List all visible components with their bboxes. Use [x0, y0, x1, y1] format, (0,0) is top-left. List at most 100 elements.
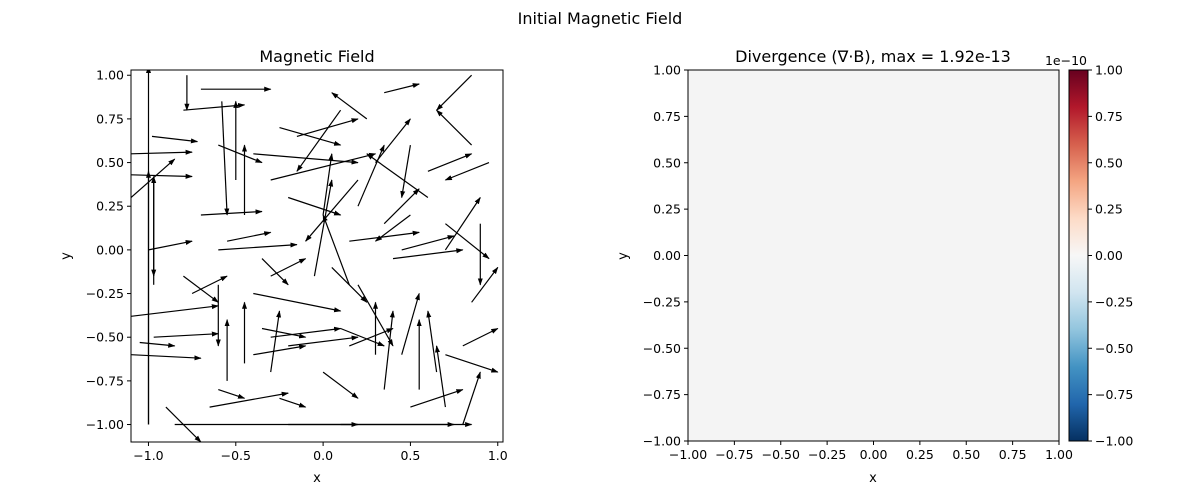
- divergence-title: Divergence (∇·B), max = 1.92e-13: [735, 47, 1011, 66]
- field-arrow: [279, 397, 307, 408]
- divergence-ylabel: y: [616, 252, 631, 260]
- field-arrow: [131, 354, 202, 361]
- field-arrow: [209, 391, 289, 408]
- field-arrow: [261, 327, 307, 339]
- field-arrow: [471, 266, 499, 303]
- x-tick-label: −1.00: [669, 447, 707, 462]
- field-arrow: [165, 406, 202, 442]
- x-tick-label: 0.75: [999, 447, 1027, 462]
- quiver-title: Magnetic Field: [259, 47, 374, 66]
- y-tick-label: 0.75: [653, 109, 681, 124]
- field-arrow: [139, 341, 176, 348]
- field-arrow: [357, 284, 394, 347]
- x-tick-label: 1.00: [1045, 447, 1073, 462]
- field-arrow: [383, 310, 395, 390]
- field-arrow: [445, 223, 490, 260]
- field-arrow: [410, 389, 464, 408]
- field-arrow: [444, 196, 481, 251]
- field-arrow: [435, 345, 446, 408]
- field-arrow: [191, 275, 228, 295]
- field-arrow: [131, 158, 176, 198]
- y-tick-label: 0.50: [653, 155, 681, 170]
- x-tick-label: −0.50: [762, 447, 800, 462]
- colorbar-tick-label: −1.00: [1095, 434, 1133, 449]
- colorbar-tick-label: 0.25: [1095, 202, 1123, 217]
- x-tick-label: −0.5: [221, 448, 251, 463]
- colorbar-multiplier: 1e−10: [1045, 53, 1087, 68]
- field-arrow: [445, 354, 499, 373]
- field-arrow: [340, 327, 385, 347]
- y-tick-label: −0.75: [643, 387, 681, 402]
- field-arrow: [331, 92, 368, 120]
- field-arrow: [218, 389, 246, 399]
- y-tick-label: 0.25: [96, 199, 124, 214]
- colorbar-ticks: −1.00 −0.75 −0.50 −0.25 0.00 0.25 0.50 0.75 1.00: [1088, 63, 1133, 449]
- field-arrow: [322, 371, 359, 399]
- field-arrow: [279, 127, 342, 146]
- colorbar: [1068, 69, 1089, 442]
- x-tick-label: −1.0: [133, 448, 163, 463]
- divergence-heatmap-cells: [688, 70, 1059, 441]
- field-arrow: [383, 188, 420, 225]
- quiver-ylabel: y: [59, 252, 74, 260]
- y-tick-label: 0.00: [96, 242, 124, 257]
- y-tick-label: 1.00: [653, 63, 681, 78]
- quiver-x-ticks: −1.0 −0.5 0.0 0.5 1.0: [133, 442, 508, 463]
- divergence-y-ticks: −1.00 −0.75 −0.50 −0.25 0.00 0.25 0.50 0.75 1.00: [643, 63, 688, 449]
- field-arrow: [322, 214, 350, 286]
- field-arrow: [218, 242, 298, 251]
- divergence-x-ticks: −1.00 −0.75 −0.50 −0.25 0.00 0.25 0.50 0.75 1.00: [669, 441, 1073, 462]
- x-tick-label: −0.75: [715, 447, 753, 462]
- field-arrow: [131, 173, 193, 179]
- x-tick-label: −0.25: [808, 447, 846, 462]
- quiver-arrows: [131, 70, 499, 442]
- field-arrow: [400, 145, 411, 199]
- field-arrow: [349, 327, 394, 347]
- field-arrow: [305, 179, 359, 242]
- y-tick-label: 0.25: [653, 202, 681, 217]
- field-arrow: [131, 304, 220, 317]
- x-tick-label: 0.0: [313, 448, 333, 463]
- field-arrow: [253, 292, 342, 313]
- x-tick-label: 1.0: [488, 448, 508, 463]
- divergence-xlabel: x: [869, 471, 877, 486]
- figure-suptitle: Initial Magnetic Field: [518, 9, 683, 28]
- x-tick-label: 0.5: [400, 448, 420, 463]
- field-arrow: [153, 331, 220, 338]
- y-tick-label: 1.00: [96, 68, 124, 83]
- field-arrow: [444, 162, 490, 181]
- field-arrow: [426, 310, 438, 373]
- field-arrow: [261, 258, 289, 286]
- field-arrow: [331, 266, 368, 303]
- field-arrow: [375, 118, 411, 163]
- field-arrow: [296, 118, 359, 137]
- y-tick-label: −1.00: [86, 417, 124, 432]
- x-tick-label: 0.00: [860, 447, 888, 462]
- field-arrow: [226, 231, 272, 242]
- field-arrow: [296, 109, 342, 172]
- field-arrow: [374, 214, 411, 242]
- quiver-plot-area: [131, 70, 503, 442]
- field-arrow: [148, 239, 193, 251]
- field-arrow: [384, 83, 420, 94]
- field-arrow: [288, 196, 342, 216]
- y-tick-label: 0.00: [653, 248, 681, 263]
- colorbar-tick-label: 1.00: [1095, 63, 1123, 78]
- y-tick-label: 0.50: [96, 155, 124, 170]
- colorbar-tick-label: −0.50: [1095, 341, 1133, 356]
- colorbar-tick-label: 0.75: [1095, 109, 1123, 124]
- field-arrow: [151, 135, 199, 144]
- field-arrow: [221, 101, 230, 216]
- colorbar-tick-label: −0.75: [1095, 387, 1133, 402]
- field-arrow: [270, 310, 282, 373]
- field-arrow: [270, 258, 307, 277]
- x-tick-label: 0.50: [952, 447, 980, 462]
- y-tick-label: 0.75: [96, 111, 124, 126]
- quiver-plot: Magnetic Field −1.0 −0.5 0.0 0.5 1.0 −1.00 −0…: [59, 47, 508, 486]
- field-arrow: [427, 153, 473, 172]
- y-tick-label: −0.25: [643, 294, 681, 309]
- y-tick-label: −0.25: [86, 286, 124, 301]
- y-tick-label: −0.50: [86, 330, 124, 345]
- field-arrow: [349, 230, 420, 242]
